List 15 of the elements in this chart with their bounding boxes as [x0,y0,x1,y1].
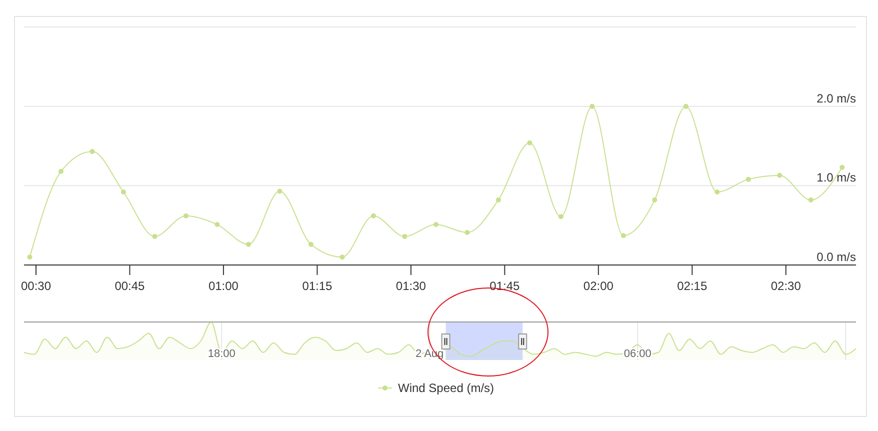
x-tick-label: 01:00 [208,279,239,293]
x-tick-label: 02:30 [770,279,802,293]
x-tick-label: 00:30 [20,279,52,293]
y-tick-label: 1.0 m/s [816,170,856,185]
x-tick-label: 18:00 [208,348,236,360]
x-tick-label: 01:15 [302,279,333,293]
y-tick-label: 0.0 m/s [816,250,856,264]
y-tick-label: 2.0 m/s [816,91,856,106]
x-tick-label: 06:00 [624,348,652,360]
x-tick-label: 01:30 [396,279,426,293]
legend-label: Wind Speed (m/s) [398,381,494,395]
x-tick-label: 02:00 [583,279,614,293]
x-tick-label: 01:45 [490,279,520,293]
x-tick-label: 02:15 [677,279,708,293]
x-tick-label: 00:45 [114,279,146,293]
